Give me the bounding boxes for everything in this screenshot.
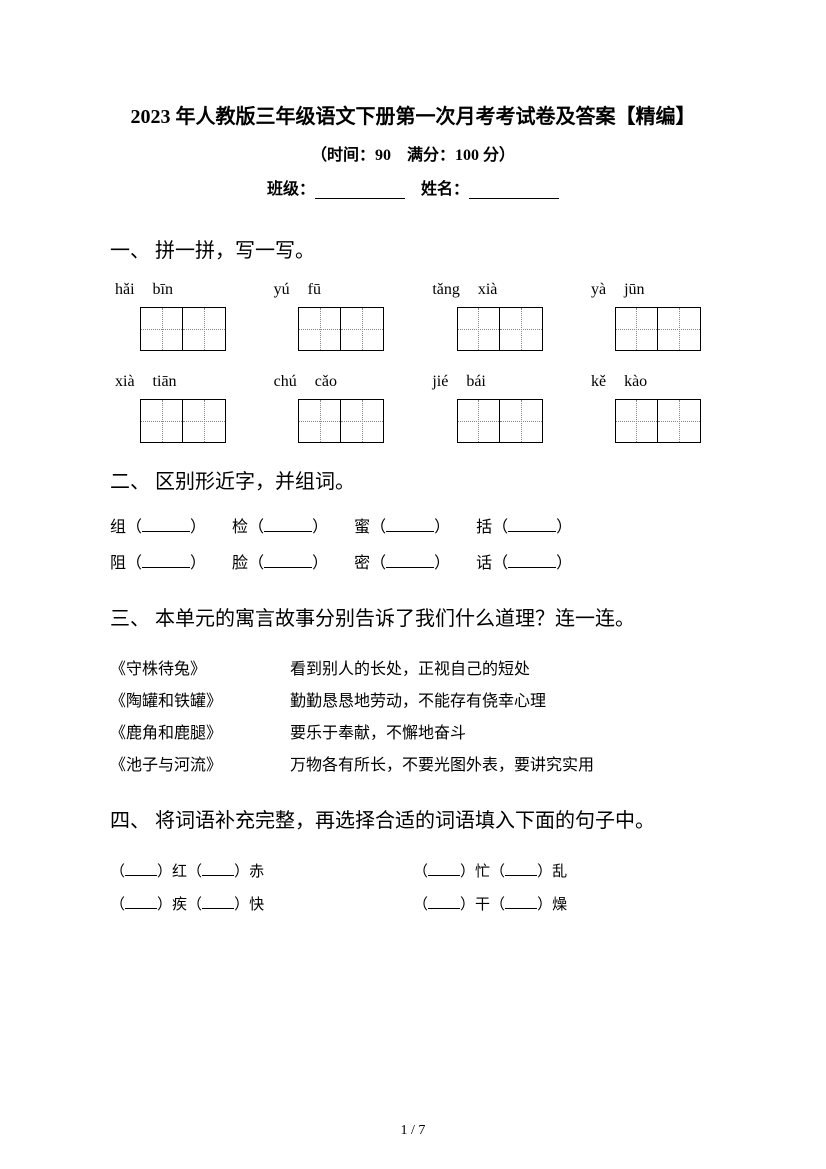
- pinyin-syllable: jūn: [624, 281, 644, 299]
- q3-moral: 万物各有所长，不要光图外表，要讲究实用: [290, 750, 716, 782]
- pinyin-group: kě kào: [591, 373, 711, 391]
- q3-pair: 《守株待兔》 看到别人的长处，正视自己的短处: [110, 654, 716, 686]
- answer-blank[interactable]: [202, 908, 234, 909]
- q2-row-1: 组（） 检（） 蜜（） 括（）: [110, 512, 716, 544]
- answer-blank[interactable]: [508, 531, 556, 532]
- pinyin-group: jié bái: [432, 373, 552, 391]
- answer-blank[interactable]: [202, 875, 234, 876]
- answer-blank[interactable]: [505, 875, 537, 876]
- pinyin-group: xià tiān: [115, 373, 235, 391]
- pinyin-syllable: fū: [308, 281, 321, 299]
- answer-blank[interactable]: [508, 567, 556, 568]
- q3-pair: 《陶罐和铁罐》 勤勤恳恳地劳动，不能存有侥幸心理: [110, 686, 716, 718]
- tian-boxes-row-2: [110, 399, 716, 443]
- q4-row-2: （）疾（）快 （）干（）燥: [110, 889, 716, 922]
- q2-item: 脸（）: [232, 548, 328, 580]
- q2-item: 检（）: [232, 512, 328, 544]
- pinyin-syllable: kě: [591, 373, 606, 391]
- pinyin-group: chú cǎo: [274, 373, 394, 391]
- q4-item: （）干（）燥: [413, 889, 716, 922]
- tian-boxes-row-1: [110, 307, 716, 351]
- pinyin-syllable: chú: [274, 373, 297, 391]
- q4-item: （）疾（）快: [110, 889, 413, 922]
- pinyin-group: yà jūn: [591, 281, 711, 299]
- answer-blank[interactable]: [505, 908, 537, 909]
- q3-heading: 三、 本单元的寓言故事分别告诉了我们什么道理？连一连。: [110, 602, 716, 636]
- class-blank[interactable]: [315, 198, 405, 199]
- q3-moral: 勤勤恳恳地劳动，不能存有侥幸心理: [290, 686, 716, 718]
- answer-blank[interactable]: [142, 567, 190, 568]
- pinyin-syllable: xià: [115, 373, 135, 391]
- q3-story-title: 《陶罐和铁罐》: [110, 686, 290, 718]
- q3-moral: 看到别人的长处，正视自己的短处: [290, 654, 716, 686]
- q2-item: 蜜（）: [354, 512, 450, 544]
- page-number: 1 / 7: [0, 1123, 826, 1139]
- pinyin-row-2: xià tiān chú cǎo jié bái kě kào: [110, 373, 716, 391]
- answer-blank[interactable]: [428, 908, 460, 909]
- tian-box-pair[interactable]: [140, 307, 226, 351]
- q2-row-2: 阻（） 脸（） 密（） 话（）: [110, 548, 716, 580]
- q2-item: 阻（）: [110, 548, 206, 580]
- q2-heading: 二、 区别形近字，并组词。: [110, 465, 716, 494]
- name-label: 姓名：: [421, 181, 469, 198]
- class-label: 班级：: [267, 181, 315, 198]
- answer-blank[interactable]: [428, 875, 460, 876]
- tian-box-pair[interactable]: [615, 399, 701, 443]
- tian-box-pair[interactable]: [457, 307, 543, 351]
- tian-box-pair[interactable]: [298, 399, 384, 443]
- tian-box-pair[interactable]: [298, 307, 384, 351]
- q3-story-title: 《鹿角和鹿腿》: [110, 718, 290, 750]
- q4-heading: 四、 将词语补充完整，再选择合适的词语填入下面的句子中。: [110, 804, 716, 838]
- student-info-line: 班级： 姓名：: [110, 175, 716, 199]
- pinyin-syllable: jié: [432, 373, 448, 391]
- exam-title: 2023 年人教版三年级语文下册第一次月考考试卷及答案【精编】: [110, 100, 716, 129]
- q3-moral: 要乐于奉献，不懈地奋斗: [290, 718, 716, 750]
- pinyin-syllable: bái: [466, 373, 486, 391]
- answer-blank[interactable]: [125, 875, 157, 876]
- pinyin-syllable: tiān: [153, 373, 177, 391]
- q4-item: （）红（）赤: [110, 856, 413, 889]
- answer-blank[interactable]: [386, 567, 434, 568]
- pinyin-syllable: xià: [478, 281, 498, 299]
- name-blank[interactable]: [469, 198, 559, 199]
- q3-pair: 《鹿角和鹿腿》 要乐于奉献，不懈地奋斗: [110, 718, 716, 750]
- pinyin-syllable: yà: [591, 281, 606, 299]
- q4-row-1: （）红（）赤 （）忙（）乱: [110, 856, 716, 889]
- pinyin-syllable: kào: [624, 373, 647, 391]
- tian-box-pair[interactable]: [457, 399, 543, 443]
- pinyin-syllable: cǎo: [315, 373, 337, 391]
- q3-pair: 《池子与河流》 万物各有所长，不要光图外表，要讲究实用: [110, 750, 716, 782]
- exam-subtitle: （时间：90 满分：100 分）: [110, 141, 716, 165]
- answer-blank[interactable]: [125, 908, 157, 909]
- tian-box-pair[interactable]: [140, 399, 226, 443]
- q3-story-title: 《池子与河流》: [110, 750, 290, 782]
- q2-item: 组（）: [110, 512, 206, 544]
- q3-story-title: 《守株待兔》: [110, 654, 290, 686]
- pinyin-syllable: bīn: [153, 281, 173, 299]
- pinyin-group: yú fū: [274, 281, 394, 299]
- pinyin-group: tǎng xià: [432, 281, 552, 299]
- pinyin-syllable: yú: [274, 281, 290, 299]
- answer-blank[interactable]: [264, 531, 312, 532]
- answer-blank[interactable]: [264, 567, 312, 568]
- pinyin-syllable: tǎng: [432, 281, 460, 299]
- answer-blank[interactable]: [386, 531, 434, 532]
- q4-item: （）忙（）乱: [413, 856, 716, 889]
- pinyin-row-1: hǎi bīn yú fū tǎng xià yà jūn: [110, 281, 716, 299]
- q1-heading: 一、 拼一拼，写一写。: [110, 234, 716, 263]
- answer-blank[interactable]: [142, 531, 190, 532]
- tian-box-pair[interactable]: [615, 307, 701, 351]
- q2-item: 话（）: [476, 548, 572, 580]
- pinyin-group: hǎi bīn: [115, 281, 235, 299]
- q2-item: 括（）: [476, 512, 572, 544]
- q2-item: 密（）: [354, 548, 450, 580]
- pinyin-syllable: hǎi: [115, 281, 135, 299]
